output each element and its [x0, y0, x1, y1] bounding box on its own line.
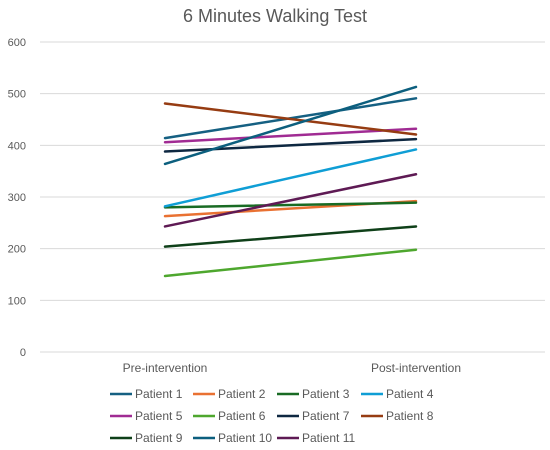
y-tick-label: 0	[20, 347, 26, 359]
legend: Patient 1 Patient 2 Patient 3 Patient 4 Pati…	[110, 387, 434, 445]
y-tick-label: 100	[8, 295, 26, 307]
series-line-patient-7	[163, 137, 418, 153]
x-axis-tick-labels: Pre-intervention Post-intervention	[123, 361, 461, 375]
series-line-patient-10	[163, 85, 418, 166]
y-tick-label: 500	[8, 89, 26, 101]
legend-label: Patient 9	[135, 431, 183, 445]
legend-label: Patient 4	[386, 387, 434, 401]
legend-label: Patient 1	[135, 387, 183, 401]
y-tick-label: 300	[8, 192, 26, 204]
x-tick-label: Post-intervention	[371, 361, 461, 375]
legend-label: Patient 6	[218, 409, 266, 423]
legend-label: Patient 3	[302, 387, 350, 401]
y-tick-label: 600	[8, 37, 26, 49]
series-line-patient-5	[163, 127, 418, 144]
y-tick-label: 400	[8, 140, 26, 152]
series-line-patient-8	[163, 102, 418, 136]
legend-label: Patient 10	[218, 431, 272, 445]
gridlines	[40, 41, 545, 353]
series-line-patient-11	[163, 173, 418, 228]
legend-label: Patient 2	[218, 387, 266, 401]
legend-label: Patient 8	[386, 409, 434, 423]
legend-label: Patient 7	[302, 409, 350, 423]
y-tick-label: 200	[8, 244, 26, 256]
legend-label: Patient 5	[135, 409, 183, 423]
series-line-patient-6	[163, 248, 418, 278]
x-tick-label: Pre-intervention	[123, 361, 208, 375]
series-line-patient-3	[163, 201, 418, 209]
series-line-patient-4	[163, 148, 418, 208]
legend-label: Patient 11	[302, 431, 355, 445]
chart-title: 6 Minutes Walking Test	[183, 6, 367, 26]
series-line-patient-9	[163, 225, 418, 248]
series-lines	[163, 85, 418, 278]
y-axis-tick-labels: 0 100 200 300 400 500 600	[8, 37, 26, 359]
